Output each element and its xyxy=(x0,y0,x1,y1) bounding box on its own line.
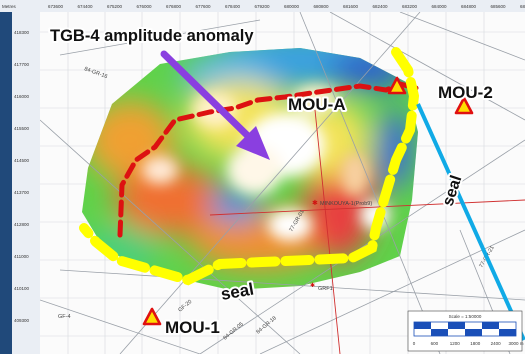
anomaly-title: TGB-4 amplitude anomaly xyxy=(50,27,254,45)
scale-tick-label: 2400 xyxy=(491,341,502,346)
x-tick-label: 685600 xyxy=(491,4,507,9)
x-tick-label: 674400 xyxy=(78,4,94,9)
x-tick-label: 673600 xyxy=(48,4,64,9)
axis-corner-label: Metres xyxy=(2,4,17,9)
left-axis-strip xyxy=(12,12,40,354)
x-tick-label: 686400 xyxy=(520,4,525,9)
x-tick-label: 683200 xyxy=(402,4,418,9)
title-arrow xyxy=(160,50,270,160)
arrow-head-icon xyxy=(236,126,270,160)
scale-tick-label: 1200 xyxy=(450,341,461,346)
x-tick-label: 677600 xyxy=(196,4,212,9)
y-tick-label: 410100 xyxy=(14,286,30,291)
well-marker-mou-a-icon xyxy=(387,76,407,95)
seismic-line-label: GF-4 xyxy=(58,314,71,320)
scale-tick-label: 0 xyxy=(413,341,416,346)
x-tick-label: 678400 xyxy=(225,4,241,9)
scale-tick-labels: 0 600 1200 1800 2400 3000 m xyxy=(413,341,524,346)
anomaly-outline xyxy=(117,81,419,238)
pointer-line xyxy=(416,103,525,341)
y-tick-label: 416000 xyxy=(14,94,30,99)
seismic-lines xyxy=(40,12,525,354)
y-tick-labels: 418300 417700 416000 415500 414500 413700 4128… xyxy=(14,30,30,323)
y-tick-label: 411000 xyxy=(14,254,29,259)
x-tick-label: 684000 xyxy=(432,4,448,9)
scale-tick-label: 1800 xyxy=(470,341,481,346)
scale-label: Scale = 1:50000 xyxy=(449,314,482,319)
minkouya-well: ✱ MINKOUYA-1(Prob9) ✱ xyxy=(310,199,372,289)
well-label-mou-1: MOU-1 xyxy=(165,318,220,337)
scale-tick-label: 3000 m xyxy=(508,341,523,346)
well-marker-mou-2-icon xyxy=(454,96,474,115)
top-axis-strip xyxy=(40,0,525,12)
seal-boundary xyxy=(79,47,420,286)
x-tick-label: 680800 xyxy=(314,4,330,9)
scale-tick-label: 600 xyxy=(431,341,439,346)
seismic-line-label: GRF1 xyxy=(318,286,333,292)
x-tick-label: 676000 xyxy=(137,4,153,9)
axis-corner xyxy=(0,0,40,12)
y-tick-label: 413700 xyxy=(14,190,30,195)
x-tick-label: 681600 xyxy=(343,4,359,9)
grf1-symbol-icon: ✱ xyxy=(310,282,315,289)
y-tick-label: 409300 xyxy=(14,318,30,323)
well-symbol-icon: ✱ xyxy=(312,199,318,207)
x-tick-label: 676800 xyxy=(166,4,182,9)
x-tick-label: 679200 xyxy=(255,4,271,9)
well-marker-mou-1-icon xyxy=(142,307,162,326)
y-tick-label: 418300 xyxy=(14,30,30,35)
well-markers xyxy=(142,76,474,326)
y-tick-label: 412800 xyxy=(14,222,30,227)
y-tick-label: 417700 xyxy=(14,62,30,67)
y-tick-label: 414500 xyxy=(14,158,30,163)
y-tick-label: 415500 xyxy=(14,126,30,131)
well-label-mou-2: MOU-2 xyxy=(438,83,493,102)
x-tick-label: 680000 xyxy=(284,4,300,9)
scale-bar: Scale = 1:50000 0 600 1200 1800 2400 3000 m xyxy=(407,310,524,352)
well-name: MINKOUYA-1(Prob9) xyxy=(320,201,372,207)
x-tick-label: 684800 xyxy=(461,4,477,9)
x-tick-labels: 673600 674400 675200 676000 676800 677600 6784… xyxy=(48,4,525,9)
x-tick-label: 682400 xyxy=(373,4,389,9)
x-tick-label: 675200 xyxy=(107,4,123,9)
well-label-mou-a: MOU-A xyxy=(288,95,346,114)
